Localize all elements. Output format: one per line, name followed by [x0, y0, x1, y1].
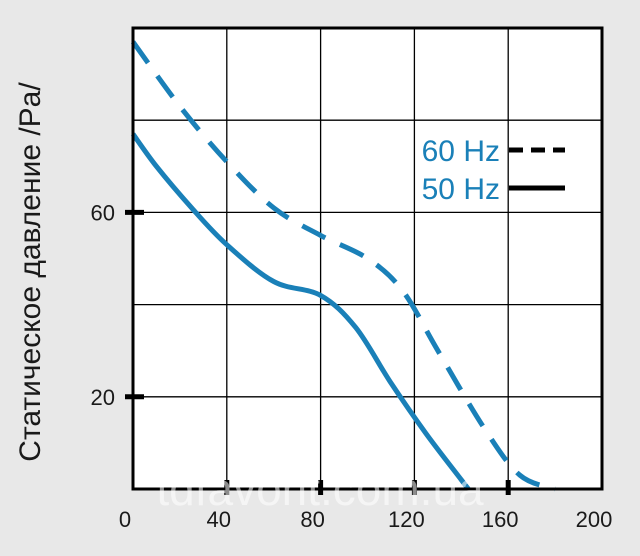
series-layer: [130, 40, 557, 492]
y-axis-title: Статическое давление /Pa/: [14, 82, 47, 462]
x-tick-label: 160: [482, 507, 519, 532]
y-tick-label: 20: [91, 385, 115, 410]
grid: [133, 28, 602, 489]
x-tick-label: 80: [300, 507, 324, 532]
legend: 60 Hz 50 Hz: [422, 135, 565, 206]
x-tick-label: 200: [576, 507, 613, 532]
series-line-50-hz: [130, 132, 471, 491]
series-line-60-hz: [130, 40, 557, 492]
legend-label: 50 Hz: [422, 173, 500, 206]
x-tick-label: 0: [119, 507, 131, 532]
ticks: 0 40 80 120 160 200 20 60: [91, 200, 613, 532]
plot-frame: [131, 26, 604, 491]
plot-area: [133, 28, 602, 489]
x-tick-label: 40: [207, 507, 231, 532]
legend-label: 60 Hz: [422, 135, 500, 168]
x-tick-label: 120: [388, 507, 425, 532]
y-tick-label: 60: [91, 200, 115, 225]
watermark-text: tdfavorit.com.ua: [156, 463, 484, 515]
